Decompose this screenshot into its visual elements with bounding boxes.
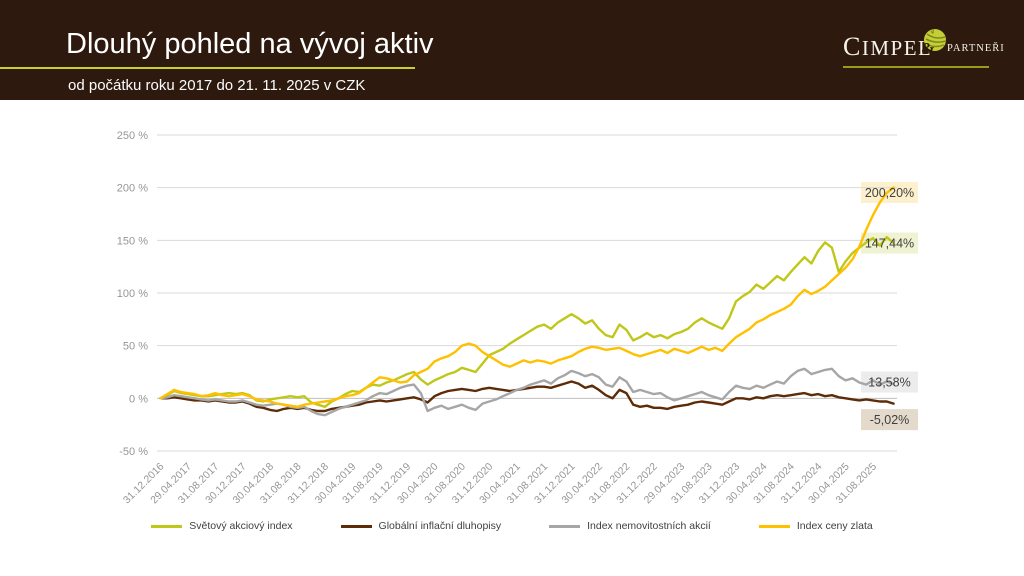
company-logo: CIMPEL & PARTNEŘI: [843, 26, 1004, 70]
page-title: Dlouhý pohled na vývoj aktiv: [66, 28, 434, 60]
legend-swatch-svetovy-akciovy-index: [151, 524, 183, 528]
end-label-index-nemovitostnich-akcii: 13,58%: [868, 376, 910, 390]
end-label-index-ceny-zlata: 200,20%: [865, 186, 914, 200]
legend-swatch-globalni-inflacni-dluhopisy: [340, 524, 372, 528]
legend-label-svetovy-akciovy-index: Světový akciový index: [189, 520, 293, 532]
series-line-globalni-inflacni-dluhopisy: [159, 380, 895, 413]
legend-label-index-nemovitostnich-akcii: Index nemovitostních akcií: [587, 520, 711, 532]
legend-item-index-ceny-zlata: Index ceny zlata: [758, 520, 873, 532]
page-subtitle: od počátku roku 2017 do 21. 11. 2025 v C…: [68, 77, 366, 94]
legend-swatch-index-ceny-zlata: [758, 524, 790, 528]
title-underline: [0, 67, 415, 69]
y-axis-label: 250 %: [117, 130, 148, 142]
series-line-index-nemovitostnich-akcii: [159, 367, 895, 417]
series-line-index-ceny-zlata: [159, 186, 895, 408]
legend-swatch-index-nemovitostnich-akcii: [549, 524, 581, 528]
slide-header: Dlouhý pohled na vývoj aktiv od počátku …: [0, 0, 1024, 100]
series-line-svetovy-akciovy-index: [159, 235, 895, 408]
legend-item-globalni-inflacni-dluhopisy: Globální inflační dluhopisy: [340, 520, 502, 532]
legend-item-svetovy-akciovy-index: Světový akciový index: [151, 520, 293, 532]
chart-legend: Světový akciový index Globální inflační d…: [24, 520, 1000, 532]
end-label-svetovy-akciovy-index: 147,44%: [865, 237, 914, 251]
logo-name: CIMPEL: [843, 32, 933, 61]
y-axis-label: 0 %: [129, 393, 148, 405]
legend-label-globalni-inflacni-dluhopisy: Globální inflační dluhopisy: [378, 520, 502, 532]
end-label-bg-globalni-inflacni-dluhopisy: [861, 409, 918, 431]
leaf-icon: [919, 26, 949, 61]
y-axis-label: 200 %: [117, 183, 148, 195]
y-axis-label: 50 %: [123, 341, 148, 353]
legend-item-index-nemovitostnich-akcii: Index nemovitostních akcií: [549, 520, 711, 532]
end-label-globalni-inflacni-dluhopisy: -5,02%: [870, 413, 910, 427]
y-axis-label: 100 %: [117, 288, 148, 300]
end-label-bg-svetovy-akciovy-index: [861, 232, 918, 254]
logo-ampersand: &: [921, 39, 936, 58]
logo-underline: [843, 66, 989, 68]
logo-suffix: PARTNEŘI: [947, 43, 1005, 54]
y-axis-label: 150 %: [117, 235, 148, 247]
legend-label-index-ceny-zlata: Index ceny zlata: [796, 520, 873, 532]
y-axis-label: -50 %: [119, 446, 148, 458]
